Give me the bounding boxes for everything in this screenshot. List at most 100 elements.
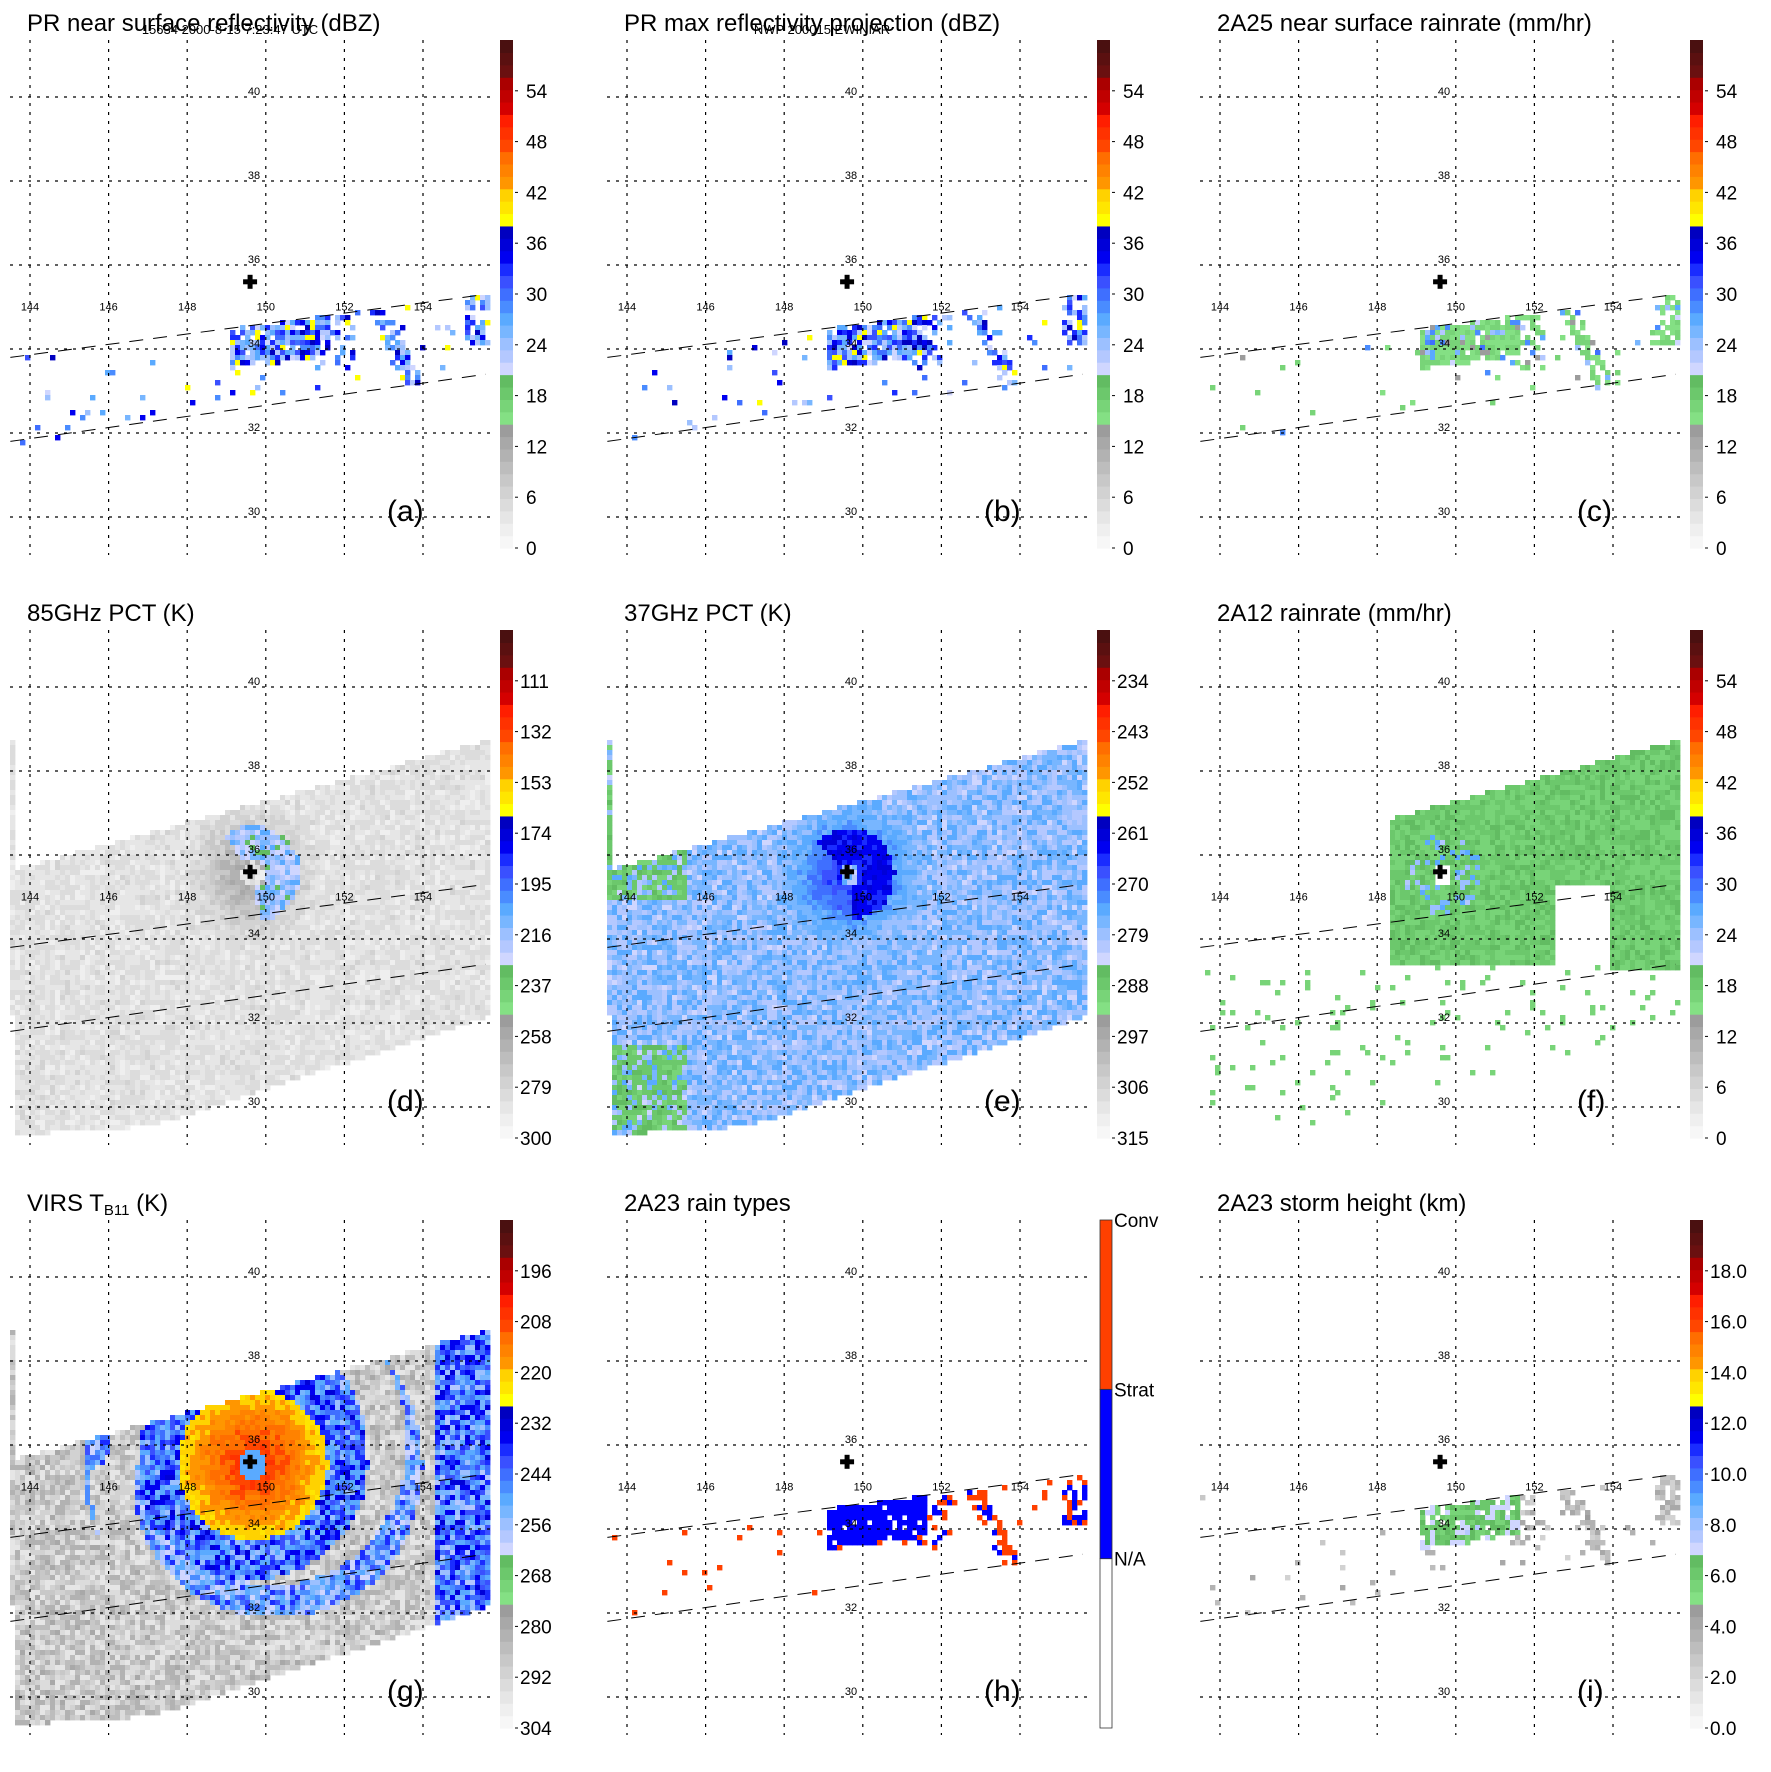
field-cell [270,1000,275,1005]
field-cell [1420,330,1425,335]
field-cell [165,930,170,935]
field-cell [265,930,270,935]
field-cell [245,960,250,965]
field-cell [20,910,25,915]
field-cell [45,910,50,915]
field-cell [225,1030,230,1035]
field-cell [235,970,240,975]
field-cell [1515,350,1520,355]
field-cell [70,875,75,880]
field-cell [120,875,125,880]
field-cell [305,975,310,980]
field-cell [305,950,310,955]
field-cell [335,865,340,870]
field-cell [115,1090,120,1095]
field-cell [1450,330,1455,335]
field-cell [882,335,887,340]
field-cell [65,880,70,885]
field-cell [882,340,887,345]
field-cell [335,1035,340,1040]
field-cell [1067,325,1072,330]
field-cell [230,855,235,860]
colorbar-segment [500,251,513,264]
field-cell [250,950,255,955]
field-cell [260,865,265,870]
field-cell [240,980,245,985]
field-cell [210,1100,215,1105]
field-cell [255,965,260,970]
field-cell [10,820,15,825]
field-cell [15,875,20,880]
field-cell [125,905,130,910]
field-cell [977,325,982,330]
field-cell [190,995,195,1000]
field-cell [135,1005,140,1010]
field-cell [300,875,305,880]
colorbar-segment [500,263,513,276]
field-cell [330,1015,335,1020]
field-cell [160,965,165,970]
field-cell [255,940,260,945]
field-cell [225,950,230,955]
field-cell [335,930,340,935]
field-cell [1670,295,1675,300]
field-cell [260,1075,265,1080]
field-cell [295,330,300,335]
field-cell [1670,305,1675,310]
field-cell [275,940,280,945]
field-cell [45,1070,50,1075]
field-cell [215,1055,220,1060]
field-cell [165,965,170,970]
field-cell [1570,315,1575,320]
field-cell [215,1050,220,1055]
field-cell [290,340,295,345]
field-cell [907,320,912,325]
field-cell [30,1040,35,1045]
field-cell [1660,330,1665,335]
field-cell [285,1030,290,1035]
field-cell [35,1050,40,1055]
field-cell [125,870,130,875]
field-cell [40,960,45,965]
field-cell [892,335,897,340]
field-cell [180,1050,185,1055]
field-cell [195,1090,200,1095]
field-cell [175,875,180,880]
field-cell [275,995,280,1000]
field-cell [85,1050,90,1055]
field-cell [280,805,285,810]
field-cell [105,910,110,915]
field-cell [295,860,300,865]
field-cell [180,830,185,835]
colorbar-tick-label: 0 [1123,539,1134,560]
field-cell [235,975,240,980]
field-cell [857,350,862,355]
field-cell [15,1040,20,1045]
field-cell [285,1045,290,1050]
field-cell [220,965,225,970]
field-cell [340,795,345,800]
field-cell [315,960,320,965]
field-cell [260,875,265,880]
field-cell [290,870,295,875]
field-cell [40,920,45,925]
colorbar-segment [500,300,513,313]
field-cell [310,930,315,935]
field-cell [275,1035,280,1040]
field-cell [325,1065,330,1070]
field-cell [180,950,185,955]
field-cell [205,845,210,850]
field-cell [235,945,240,950]
field-cell [135,1065,140,1070]
field-cell [70,855,75,860]
field-cell [290,1010,295,1015]
field-cell [225,925,230,930]
field-cell [190,855,195,860]
field-cell [210,910,215,915]
field-cell [847,350,852,355]
field-cell [25,1030,30,1035]
field-cell [345,845,350,850]
field-cell [1420,360,1425,365]
field-cell [125,1110,130,1115]
colorbar-segment [1690,251,1703,264]
